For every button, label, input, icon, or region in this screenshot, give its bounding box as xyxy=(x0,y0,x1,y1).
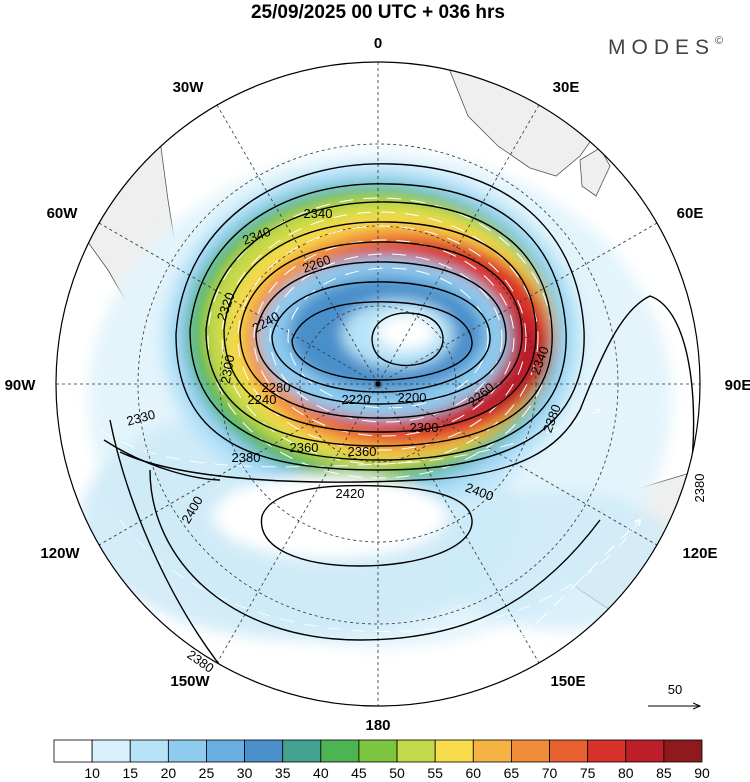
south-pole-marker xyxy=(375,381,381,387)
colorbar-swatch xyxy=(244,739,284,763)
colorbar-tick-label: 70 xyxy=(542,765,558,781)
colorbar-swatch xyxy=(396,739,436,763)
contour-2420 xyxy=(260,484,473,567)
colorbar-tick-label: 25 xyxy=(199,765,215,781)
madagascar-landmass xyxy=(579,147,611,197)
colorbar-swatch xyxy=(282,739,322,763)
brand-logo: MODES© xyxy=(608,35,723,59)
lon-label-120e: 120E xyxy=(682,545,717,562)
colorbar-tick-label: 80 xyxy=(618,765,634,781)
contour-2400 xyxy=(149,469,601,641)
lon-label-30e: 30E xyxy=(553,79,580,96)
colorbar-swatch xyxy=(129,739,169,763)
colorbar-tick-label: 40 xyxy=(313,765,329,781)
contour-label: 2420 xyxy=(336,486,365,501)
height-contours xyxy=(103,163,695,691)
contour-2260 xyxy=(255,261,507,405)
map-title: 25/09/2025 00 UTC + 036 hrs xyxy=(251,2,505,23)
contour-label: 2330 xyxy=(125,407,157,429)
lon-label-180: 180 xyxy=(365,717,390,734)
colorbar-tick-label: 55 xyxy=(427,765,443,781)
colorbar-swatch xyxy=(549,739,589,763)
contour-label: 2200 xyxy=(398,390,427,405)
colorbar-swatch xyxy=(91,739,131,763)
contour-2300 xyxy=(223,221,537,433)
contour-label: 2300 xyxy=(410,420,439,435)
colorbar-tick-label: 60 xyxy=(466,765,482,781)
longitude-labels: 0 30E 60E 90E 120E 150E 180 150W 120W 90W 60W 30W xyxy=(5,35,750,734)
contour-label: 2300 xyxy=(218,354,238,385)
colorbar-tick-label: 15 xyxy=(122,765,138,781)
lon-label-90e: 90E xyxy=(725,377,750,394)
contour-2280 xyxy=(239,241,523,419)
colorbar-tick-label: 30 xyxy=(237,765,253,781)
colorbar-swatch xyxy=(663,739,703,763)
colorbar-swatch xyxy=(358,739,398,763)
lon-label-60w: 60W xyxy=(47,205,79,222)
contour-2340 xyxy=(189,183,567,461)
contour-label: 2380 xyxy=(232,450,261,465)
contour-label: 2220 xyxy=(342,392,371,407)
contour-2200 xyxy=(371,312,444,367)
colorbar: 10 15 20 25 30 35 40 45 50 55 60 65 70 75 80 85 90 xyxy=(53,739,710,781)
colorbar-swatch xyxy=(434,739,474,763)
colorbar-swatch xyxy=(587,739,627,763)
contour-label: 2240 xyxy=(248,392,277,407)
map-border xyxy=(55,61,701,707)
colorbar-swatch xyxy=(206,739,245,763)
contour-2320 xyxy=(205,201,553,447)
contour-2220 xyxy=(291,301,473,381)
colorbar-tick-label: 90 xyxy=(694,765,710,781)
lon-label-150w: 150W xyxy=(170,673,210,690)
contour-label: 2380 xyxy=(692,474,707,503)
colorbar-tick-label: 65 xyxy=(504,765,520,781)
colorbar-swatch xyxy=(320,739,360,763)
contour-2240 xyxy=(271,281,491,393)
colorbar-swatch xyxy=(472,739,512,763)
lon-label-30w: 30W xyxy=(173,79,205,96)
colorbar-tick-label: 75 xyxy=(580,765,596,781)
wind-reference-value: 50 xyxy=(668,682,682,697)
colorbar-tick-label: 35 xyxy=(275,765,291,781)
colorbar-tick-label: 45 xyxy=(351,765,367,781)
lon-label-150e: 150E xyxy=(550,673,585,690)
map-disk xyxy=(56,62,700,706)
contour-label: 2360 xyxy=(348,444,377,459)
colorbar-swatch xyxy=(53,739,93,763)
contour-label: 2340 xyxy=(304,206,333,221)
colorbar-swatch xyxy=(167,739,207,763)
wind-reference: 50 xyxy=(648,682,700,706)
contour-label: 2280 xyxy=(262,380,291,395)
contour-2400-left xyxy=(103,439,221,481)
lon-label-0: 0 xyxy=(374,35,382,52)
colorbar-tick-label: 10 xyxy=(84,765,100,781)
colorbar-tick-label: 85 xyxy=(656,765,672,781)
lon-label-60e: 60E xyxy=(677,205,704,222)
contour-label: 2360 xyxy=(290,440,319,455)
lon-label-90w: 90W xyxy=(5,377,37,394)
colorbar-swatch xyxy=(625,739,665,763)
colorbar-tick-label: 50 xyxy=(389,765,405,781)
colorbar-tick-label: 20 xyxy=(161,765,177,781)
colorbar-swatch xyxy=(511,739,550,763)
lon-label-120w: 120W xyxy=(40,545,80,562)
contour-2360 xyxy=(175,163,585,471)
contour-2330 xyxy=(109,419,241,691)
